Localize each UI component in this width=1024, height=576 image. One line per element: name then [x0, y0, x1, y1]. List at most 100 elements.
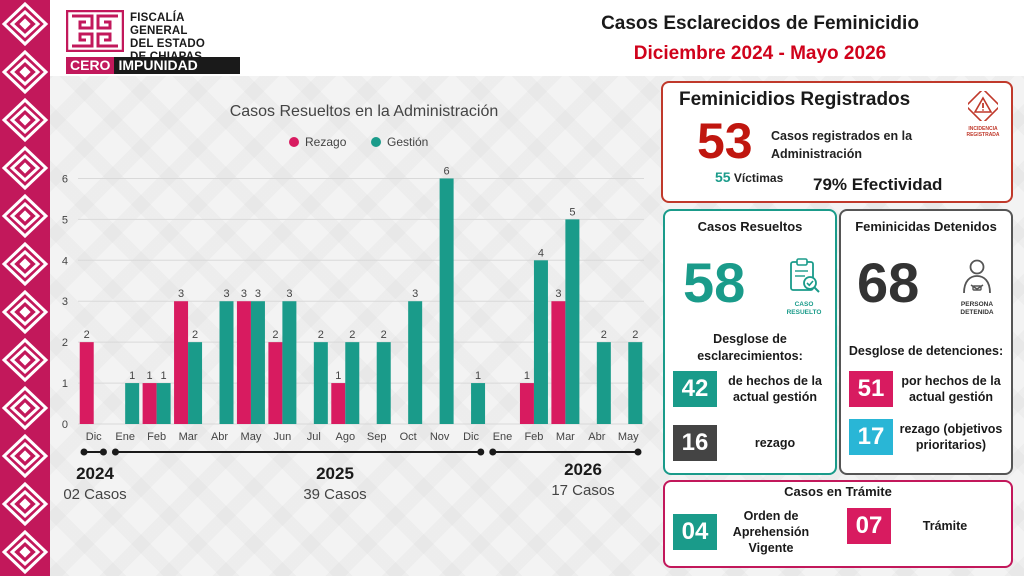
fge-logo: FISCALÍA GENERAL DEL ESTADO DE CHIAPAS C… — [66, 10, 241, 74]
resolved-item-current: 42 de hechos de la actual gestión — [673, 371, 829, 407]
bar-value-label: 1 — [129, 370, 135, 382]
fge-emblem-icon — [66, 10, 124, 52]
x-tick-label: Mar — [179, 431, 198, 443]
bar-rezago — [268, 342, 283, 424]
in-process-item-value: 04 — [673, 514, 717, 550]
bar-gestion — [565, 219, 580, 424]
chart-grid — [78, 177, 644, 425]
incidence-caption-1: INCIDENCIA — [968, 126, 998, 132]
clipboard-check-icon — [790, 258, 820, 293]
chart-y-ticks: 0 1 2 3 4 5 6 — [62, 173, 68, 431]
detained-item-value: 17 — [849, 419, 893, 455]
timeline-dot — [634, 448, 642, 456]
resolved-number: 58 — [683, 251, 746, 314]
in-process-item-value: 07 — [847, 508, 891, 544]
resolved-icon-box: CASO RESUELTO — [779, 257, 829, 316]
resolved-item-label: rezago — [754, 436, 796, 450]
registered-number: 53 — [697, 113, 753, 169]
bar-gestion — [596, 342, 611, 424]
detained-item-current: 51 por hechos de la actual gestión — [849, 371, 1007, 407]
in-process-card: Casos en Trámite 04 Orden de Aprehensión… — [663, 480, 1013, 568]
bar-value-label: 2 — [381, 329, 387, 341]
bar-value-label: 3 — [241, 288, 247, 300]
x-tick-label: Nov — [430, 431, 450, 443]
detained-breakdown-title: Desglose de detenciones: — [848, 344, 1004, 358]
x-tick-label: Oct — [400, 431, 417, 443]
year-group-2025: 2025 39 Casos — [290, 464, 380, 503]
incidence-badge: INCIDENCIA REGISTRADA — [963, 87, 1003, 139]
y-tick-label: 5 — [62, 214, 68, 226]
bar-rezago — [331, 383, 346, 424]
bar-rezago — [174, 301, 189, 424]
bar-value-label: 3 — [255, 288, 261, 300]
cero-impunidad-banner: CERO IMPUNIDAD — [66, 57, 240, 74]
bar-gestion — [408, 301, 423, 424]
y-tick-label: 2 — [62, 337, 68, 349]
chart-x-ticks: Dic Ene Feb Mar Abr May Jun Jul Ago Sep Oct Nov Dic E… — [86, 431, 639, 443]
resolved-item-value: 16 — [673, 425, 717, 461]
chart-bars — [79, 178, 643, 424]
bar-value-label: 2 — [84, 329, 90, 341]
timeline-dot — [477, 448, 485, 456]
bar-value-label: 4 — [538, 247, 544, 259]
detained-item-label: por hechos de la actual gestión — [901, 374, 1001, 404]
bar-value-label: 2 — [192, 329, 198, 341]
resolved-breakdown-title: Desglose de esclarecimientos: — [697, 332, 803, 363]
bar-gestion — [439, 178, 454, 424]
detained-number: 68 — [857, 251, 920, 314]
page-title: Casos Esclarecidos de Feminicidio — [601, 13, 919, 34]
bar-value-label: 2 — [349, 329, 355, 341]
x-tick-label: Ene — [115, 431, 135, 443]
resolved-item-label: de hechos de la actual gestión — [728, 374, 822, 404]
bar-value-label: 2 — [601, 329, 607, 341]
year-label: 2025 — [316, 464, 354, 483]
x-tick-label: May — [618, 431, 639, 443]
bar-value-label: 3 — [412, 288, 418, 300]
year-label: 2024 — [76, 464, 114, 483]
year-label: 2026 — [564, 460, 602, 479]
year-cases: 17 Casos — [551, 482, 615, 499]
logo-line-1: FISCALÍA GENERAL — [130, 12, 188, 37]
bar-gestion — [250, 301, 265, 424]
x-tick-label: Abr — [588, 431, 605, 443]
resolved-title: Casos Resueltos — [697, 219, 803, 234]
legend-label: Gestión — [387, 135, 428, 149]
resolved-card: Casos Resueltos 58 CASO RESUELTO Desglos… — [663, 209, 837, 475]
detained-icon-box: PERSONA DETENIDA — [949, 257, 1005, 316]
x-tick-label: Abr — [211, 431, 228, 443]
bar-value-label: 5 — [569, 206, 575, 218]
detained-icon-caption-2: DETENIDA — [960, 309, 994, 316]
timeline-dot — [489, 448, 497, 456]
bar-gestion — [345, 342, 360, 424]
in-process-item-label: Orden de Aprehensión Vigente — [732, 509, 810, 555]
in-process-item-procedure: 07 Trámite — [847, 508, 995, 544]
victims-count: 55 Víctimas — [715, 169, 783, 185]
detained-person-icon — [963, 259, 991, 294]
y-tick-label: 0 — [62, 419, 68, 431]
detained-icon-caption-1: PERSONA — [960, 301, 994, 308]
resolved-icon-caption-2: RESUELTO — [786, 309, 822, 316]
x-tick-label: Jun — [274, 431, 292, 443]
bar-value-label: 1 — [147, 370, 153, 382]
timeline-dot — [99, 448, 107, 456]
bar-value-label: 2 — [272, 329, 278, 341]
bar-rezago — [236, 301, 251, 424]
registered-title: Feminicidios Registrados — [679, 89, 911, 110]
timeline-dot — [80, 448, 88, 456]
in-process-item-label: Trámite — [922, 519, 968, 533]
resolved-item-value: 42 — [673, 371, 717, 407]
x-tick-label: Mar — [556, 431, 575, 443]
y-tick-label: 6 — [62, 173, 68, 185]
bar-value-label: 1 — [475, 370, 481, 382]
effectiveness: 79% Efectividad — [813, 175, 943, 194]
x-tick-label: Dic — [86, 431, 102, 443]
y-tick-label: 1 — [62, 378, 68, 390]
logo-line-2: DEL ESTADO — [130, 38, 206, 50]
x-tick-label: Feb — [147, 431, 166, 443]
bar-value-label: 3 — [286, 288, 292, 300]
year-timeline — [80, 448, 642, 456]
x-tick-label: Dic — [463, 431, 479, 443]
bar-gestion — [313, 342, 328, 424]
y-tick-label: 3 — [62, 296, 68, 308]
